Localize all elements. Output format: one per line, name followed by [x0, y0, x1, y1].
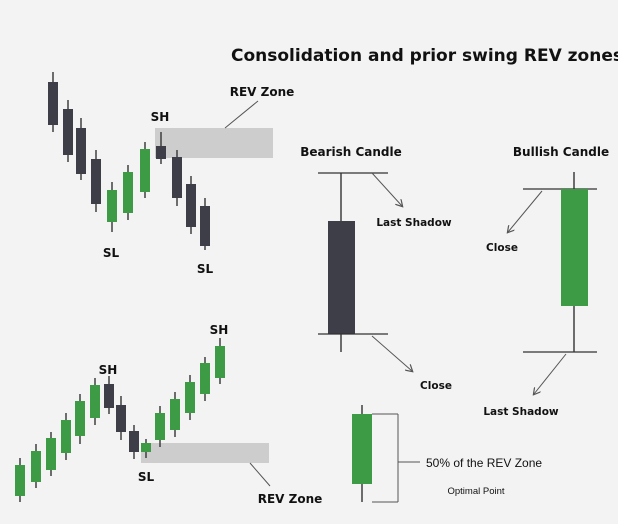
top-candle-2: [63, 109, 73, 155]
bottom-candle-12: [170, 399, 180, 430]
bottom-rev-zone-label: REV Zone: [258, 492, 323, 506]
optimal-point-diagram: 50% of the REV Zone Optimal Point: [352, 405, 542, 503]
bottom-candle-8: [116, 405, 126, 432]
top-chart: REV Zone SH SL SL: [48, 72, 294, 276]
bottom-chart: REV Zone SH SH SL: [15, 323, 322, 506]
optimal-point-label: Optimal Point: [447, 486, 504, 497]
bottom-rev-zone-pointer: [249, 462, 271, 487]
bearish-close-label: Close: [420, 380, 452, 392]
top-candle-1: [48, 82, 58, 125]
bottom-candle-15: [215, 346, 225, 378]
bullish-last-shadow-arrow: [534, 353, 567, 394]
top-candle-9: [172, 157, 182, 198]
top-candle-10: [186, 184, 196, 227]
bullish-close-label: Close: [486, 242, 518, 254]
bottom-candle-11: [155, 413, 165, 440]
bearish-close-arrow: [371, 335, 412, 371]
bottom-candle-3: [46, 438, 56, 470]
top-candle-8: [156, 146, 166, 159]
top-rev-zone-pointer: [224, 100, 259, 129]
bottom-candle-5: [75, 401, 85, 436]
bottom-candle-1: [15, 465, 25, 496]
bullish-candle-title: Bullish Candle: [513, 145, 609, 159]
bullish-candle-diagram: Bullish Candle Close Last Shadow: [483, 145, 609, 418]
bearish-body: [328, 221, 355, 334]
optimal-candle-body: [352, 414, 372, 484]
bearish-last-shadow-label: Last Shadow: [376, 217, 452, 229]
bottom-candle-4: [61, 420, 71, 453]
bearish-candle-diagram: Bearish Candle Last Shadow Close: [300, 145, 452, 392]
bottom-candle-14: [200, 363, 210, 394]
bottom-candle-2: [31, 451, 41, 482]
bottom-candle-10: [141, 443, 151, 452]
top-candle-3: [76, 128, 86, 174]
top-rev-zone-label: REV Zone: [230, 85, 295, 99]
bottom-sl-label: SL: [138, 470, 155, 484]
bearish-candle-title: Bearish Candle: [300, 145, 402, 159]
top-candle-5: [107, 190, 117, 222]
bottom-candle-6: [90, 385, 100, 418]
bottom-sh-right-label: SH: [210, 323, 229, 337]
diagram-title: Consolidation and prior swing REV zones: [231, 46, 618, 66]
top-sh-label: SH: [151, 110, 170, 124]
top-sl-left-label: SL: [103, 246, 120, 260]
top-candle-11: [200, 206, 210, 246]
bottom-sh-left-label: SH: [99, 363, 118, 377]
bullish-last-shadow-label: Last Shadow: [483, 406, 559, 418]
top-sl-right-label: SL: [197, 262, 214, 276]
top-candle-4: [91, 159, 101, 204]
bottom-candle-7: [104, 384, 114, 408]
top-rev-zone: [155, 128, 273, 158]
bottom-candle-13: [185, 382, 195, 413]
bearish-last-shadow-arrow: [371, 172, 402, 206]
top-candle-7: [140, 149, 150, 192]
top-candle-6: [123, 172, 133, 213]
bullish-body: [561, 189, 588, 306]
optimal-percent-label: 50% of the REV Zone: [426, 456, 542, 470]
bottom-candle-9: [129, 431, 139, 452]
bottom-rev-zone: [141, 443, 269, 463]
bullish-close-arrow: [508, 190, 543, 232]
